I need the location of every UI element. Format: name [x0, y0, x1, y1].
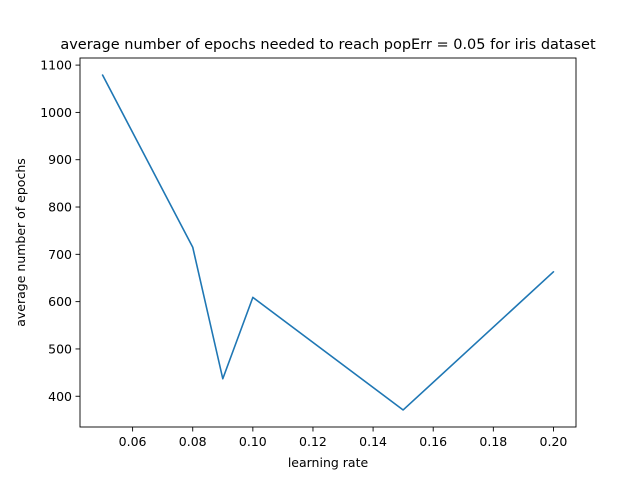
x-tick-label: 0.14 — [359, 434, 387, 449]
y-tick-label: 400 — [48, 389, 72, 404]
y-axis: 400 500 600 700 800 900 1000 1100 — [40, 58, 80, 404]
x-tick-label: 0.08 — [179, 434, 207, 449]
x-tick-label: 0.06 — [119, 434, 147, 449]
chart-title: average number of epochs needed to reach… — [60, 37, 596, 53]
x-axis: 0.06 0.08 0.10 0.12 0.14 0.16 0.18 0.20 — [119, 427, 568, 449]
x-axis-label: learning rate — [288, 455, 369, 470]
axes-frame — [79, 57, 577, 428]
plot-area — [101, 74, 555, 411]
y-tick-label: 800 — [48, 200, 72, 215]
y-axis-label: average number of epochs — [13, 158, 28, 327]
y-tick-label: 700 — [48, 247, 72, 262]
x-tick-label: 0.12 — [299, 434, 327, 449]
y-tick-label: 1000 — [40, 105, 72, 120]
series-line-0 — [101, 74, 555, 411]
x-tick-label: 0.20 — [540, 434, 568, 449]
y-tick-label: 900 — [48, 152, 72, 167]
y-tick-label: 500 — [48, 341, 72, 356]
x-tick-label: 0.16 — [419, 434, 447, 449]
y-tick-label: 600 — [48, 294, 72, 309]
x-tick-label: 0.18 — [479, 434, 507, 449]
y-tick-label: 1100 — [40, 58, 72, 73]
x-tick-label: 0.10 — [239, 434, 267, 449]
